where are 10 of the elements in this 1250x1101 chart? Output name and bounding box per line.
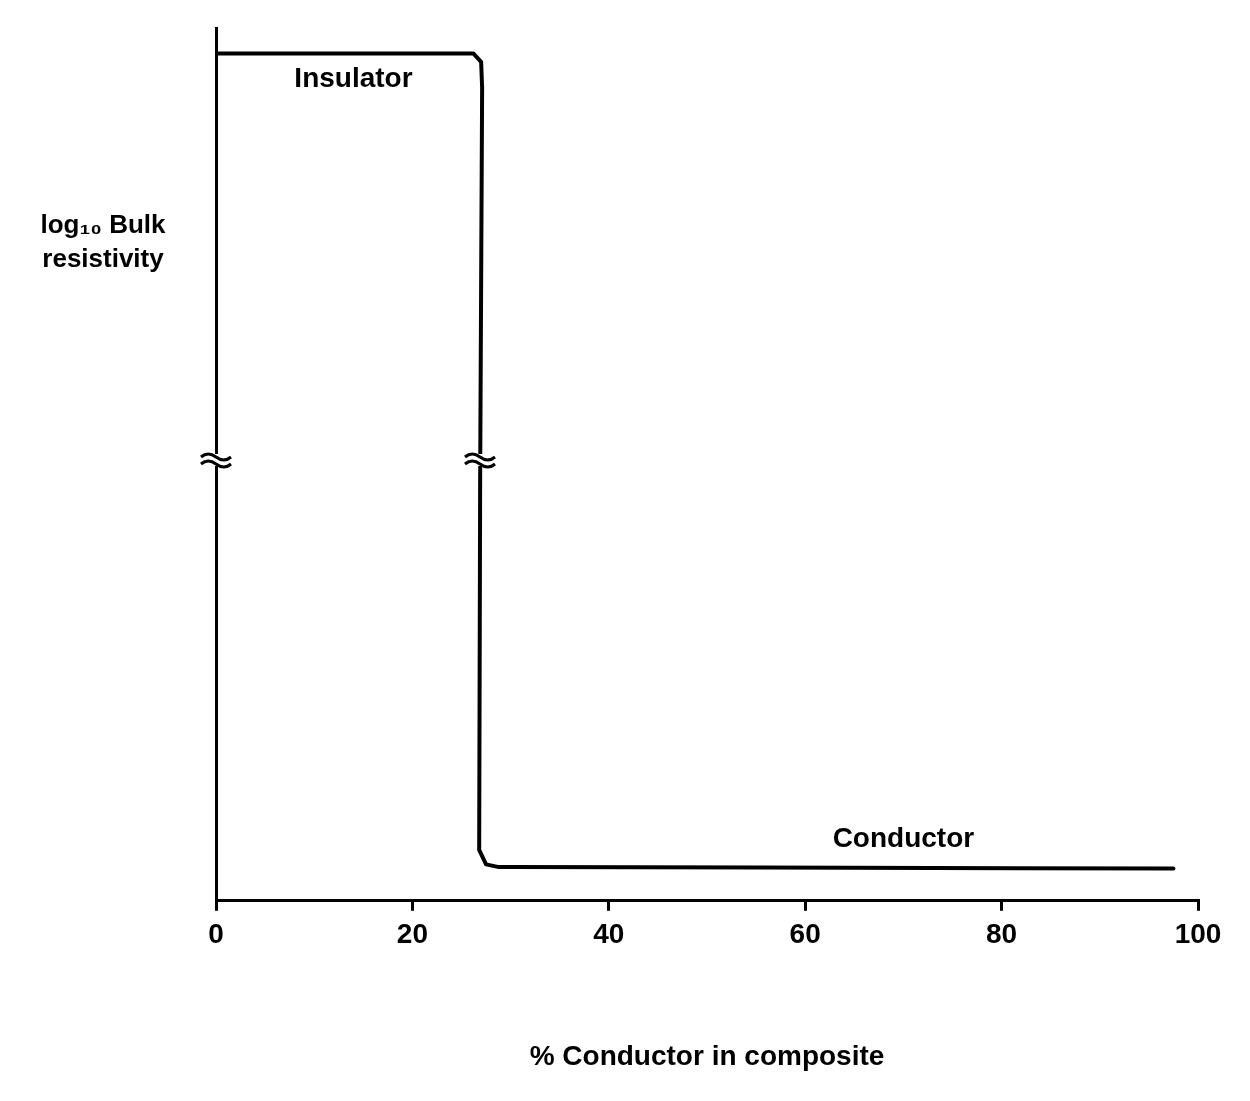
- annotation: Insulator: [294, 62, 413, 94]
- x-tick-label: 80: [986, 918, 1018, 950]
- annotation: Conductor: [832, 821, 975, 853]
- x-tick-label: 40: [593, 918, 625, 950]
- x-tick-label: 20: [396, 918, 428, 950]
- x-axis-title: % Conductor in composite: [529, 1039, 885, 1071]
- y-axis-title: log₁₀ Bulk resistivity: [39, 208, 167, 275]
- x-tick-label: 60: [789, 918, 821, 950]
- x-tick-label: 100: [1174, 918, 1222, 950]
- x-tick-label: 0: [208, 918, 224, 950]
